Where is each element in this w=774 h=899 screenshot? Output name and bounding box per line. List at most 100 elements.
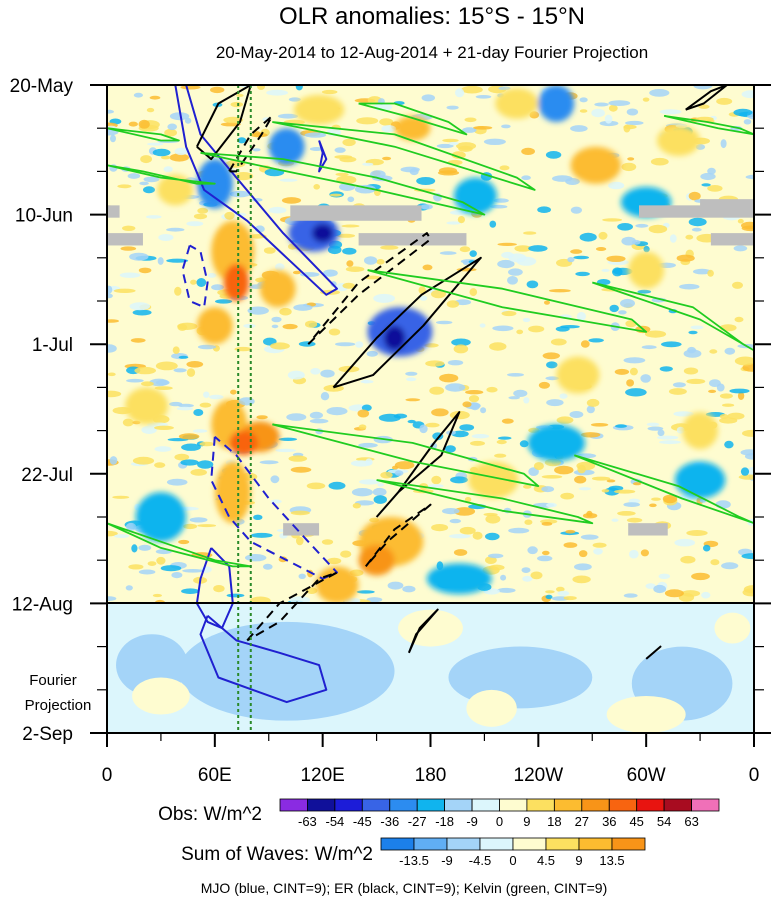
texture-speck: [180, 459, 199, 466]
texture-speck: [334, 155, 353, 159]
mjo-contour: [174, 85, 338, 296]
kelvin-contour: [272, 121, 536, 191]
texture-speck: [501, 418, 514, 424]
texture-speck: [623, 124, 631, 133]
er-contour: [375, 411, 461, 518]
texture-speck: [519, 440, 529, 448]
texture-speck: [485, 514, 501, 524]
texture-speck: [176, 406, 194, 411]
texture-speck: [545, 151, 562, 159]
texture-speck: [641, 345, 657, 350]
texture-speck: [247, 306, 269, 315]
texture-speck: [507, 373, 524, 377]
texture-speck: [493, 198, 509, 203]
texture-speck: [625, 388, 647, 397]
texture-speck: [496, 439, 507, 445]
colorbar-level-label: -9: [441, 853, 453, 868]
texture-speck: [450, 476, 468, 484]
texture-speck: [574, 475, 587, 484]
texture-speck: [197, 207, 209, 214]
texture-speck: [429, 386, 445, 395]
texture-speck: [446, 105, 459, 110]
projection-anomaly-patches: [107, 603, 754, 733]
texture-speck: [567, 257, 575, 263]
colorbar-box: [526, 798, 555, 812]
texture-speck: [617, 223, 633, 231]
texture-speck: [421, 94, 435, 102]
colorbar-level-label: 36: [602, 814, 616, 829]
colorbar-level-label: 45: [629, 814, 643, 829]
texture-speck: [472, 531, 483, 540]
texture-speck: [422, 264, 433, 271]
texture-speck: [342, 282, 355, 289]
texture-speck: [488, 564, 505, 571]
texture-speck: [114, 534, 130, 538]
texture-speck: [672, 382, 686, 388]
wave-contours: [107, 85, 754, 704]
obs-anomaly-patch: [538, 85, 575, 123]
texture-speck: [236, 93, 244, 97]
texture-speck: [209, 394, 224, 400]
texture-speck: [275, 263, 285, 271]
texture-speck: [253, 131, 261, 137]
texture-speck: [328, 481, 346, 490]
texture-speck: [523, 397, 530, 404]
texture-speck: [178, 403, 194, 408]
texture-speck: [358, 442, 378, 448]
texture-speck: [180, 85, 201, 90]
texture-speck: [431, 524, 449, 532]
texture-speck: [298, 573, 306, 579]
texture-speck: [364, 256, 378, 265]
texture-speck: [640, 374, 651, 383]
obs-anomaly-patch: [570, 146, 622, 184]
texture-speck: [336, 233, 356, 238]
texture-speck: [107, 319, 119, 323]
obs-anomaly-patch: [682, 412, 719, 450]
texture-speck: [732, 281, 743, 289]
colorbar-box: [413, 837, 448, 851]
texture-speck: [327, 557, 342, 565]
texture-speck: [573, 255, 589, 260]
texture-speck: [304, 132, 327, 138]
waves-colorbar-label: Sum of Waves: W/m^2: [181, 844, 373, 865]
texture-speck: [313, 184, 321, 190]
texture-speck: [347, 196, 355, 203]
texture-speck: [197, 344, 217, 350]
missing-data-block: [710, 233, 754, 246]
texture-speck: [305, 320, 318, 328]
missing-data-block: [107, 205, 120, 218]
texture-speck: [129, 252, 149, 261]
texture-speck: [497, 587, 516, 593]
texture-speck: [309, 411, 323, 419]
texture-speck: [419, 295, 428, 301]
plot-area: [107, 85, 754, 733]
texture-speck: [444, 445, 456, 453]
texture-speck: [747, 467, 754, 476]
texture-speck: [524, 519, 533, 525]
texture-speck: [425, 360, 445, 367]
texture-speck: [521, 147, 535, 155]
texture-speck: [164, 128, 178, 137]
texture-speck: [154, 462, 166, 468]
colorbar-box: [611, 837, 646, 851]
texture-speck: [132, 309, 152, 316]
texture-speck: [664, 589, 684, 598]
texture-speck: [122, 225, 136, 231]
texture-speck: [438, 167, 458, 174]
texture-speck: [649, 89, 670, 97]
colorbar-level-label: 0: [496, 814, 503, 829]
missing-data-block: [700, 199, 754, 209]
texture-speck: [402, 585, 416, 593]
texture-speck: [657, 429, 665, 437]
texture-speck: [470, 402, 480, 411]
texture-speck: [521, 175, 531, 180]
texture-speck: [207, 273, 217, 278]
texture-speck: [169, 401, 183, 407]
texture-speck: [508, 396, 520, 400]
texture-speck: [141, 381, 154, 387]
texture-speck: [541, 522, 553, 526]
texture-speck: [279, 307, 292, 316]
texture-speck: [155, 361, 178, 371]
texture-speck: [431, 408, 449, 417]
texture-speck: [674, 538, 695, 547]
